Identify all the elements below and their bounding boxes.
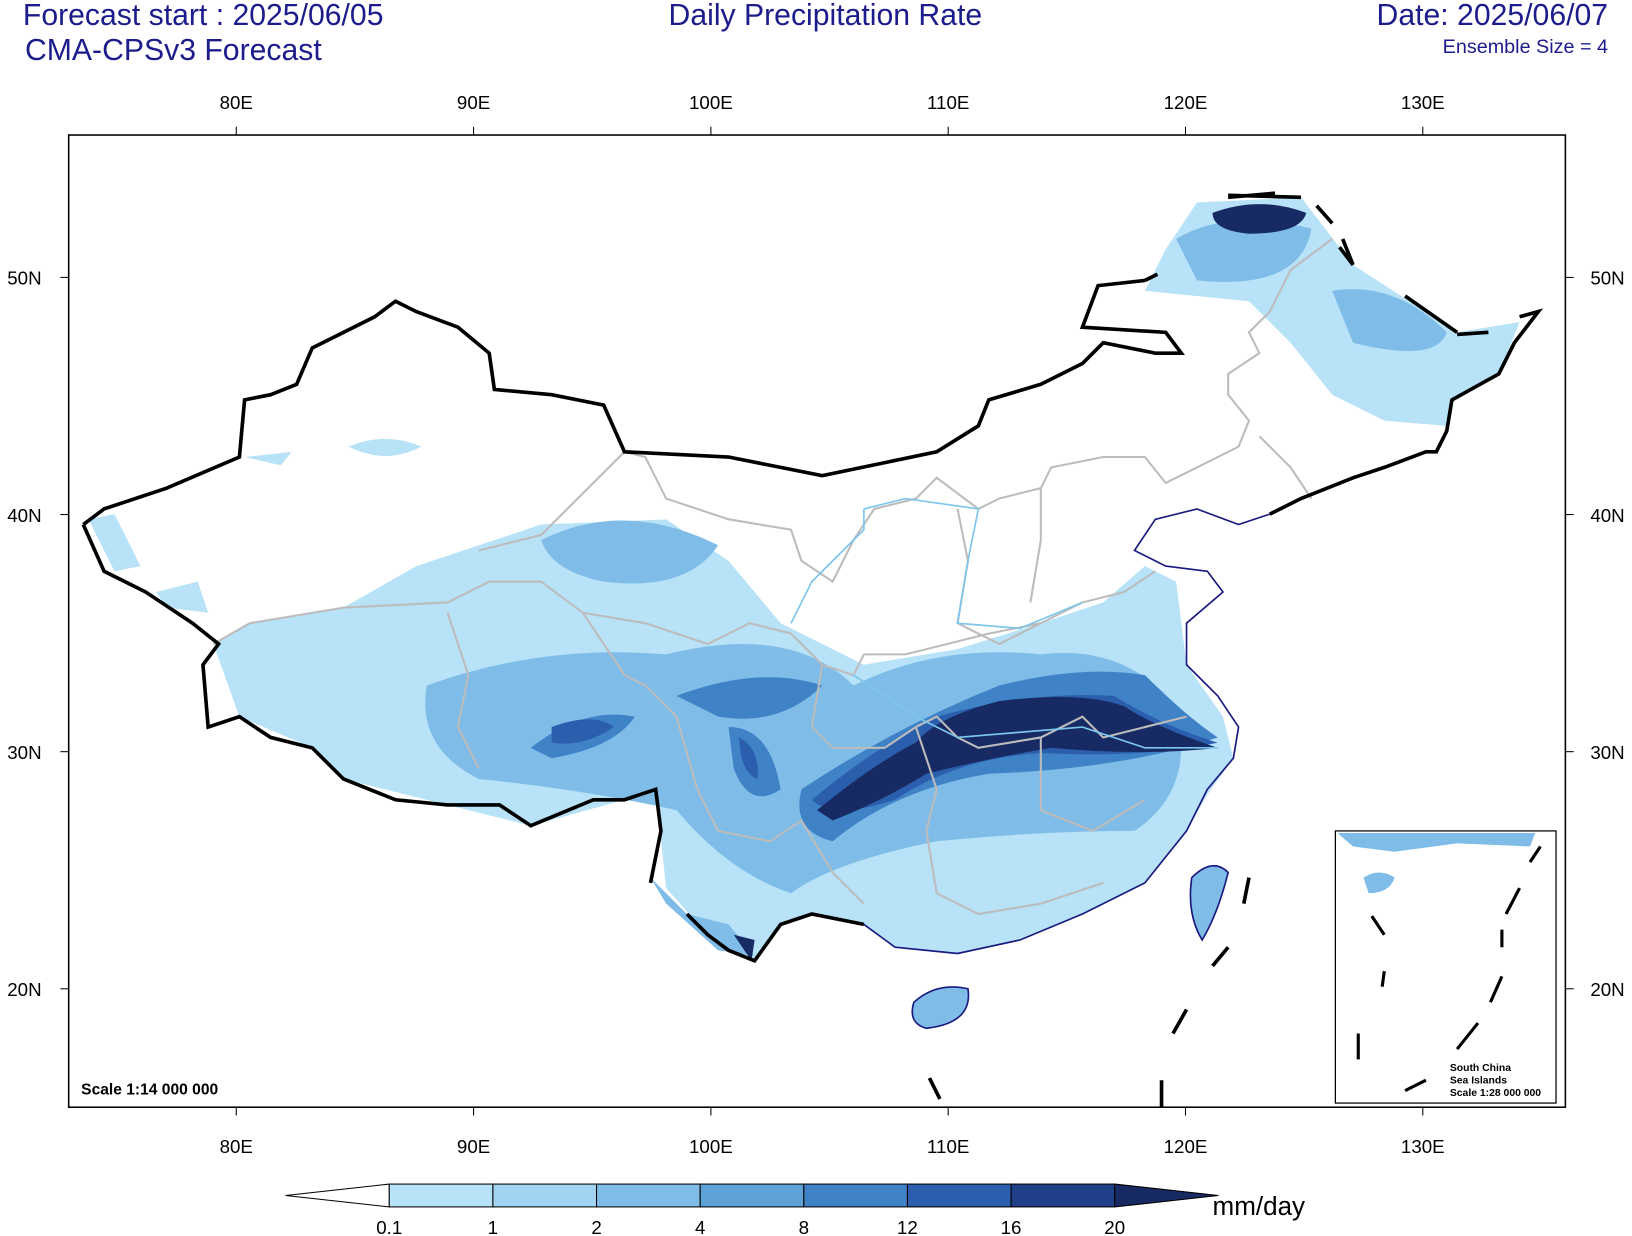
inset-dashes: [1356, 845, 1542, 1092]
precip-area: [733, 204, 1307, 961]
scale-label: Scale 1:14 000 000: [81, 1082, 218, 1099]
lon-label: 120E: [1164, 1136, 1208, 1157]
lon-label: 100E: [689, 1136, 733, 1157]
inset-label: South China: [1450, 1063, 1511, 1074]
lat-label: 40N: [1590, 505, 1624, 526]
border: [81, 193, 1544, 963]
ensemble-size: Ensemble Size = 4: [1443, 36, 1608, 58]
lat-label: 50N: [7, 268, 41, 289]
colorbar-box: [596, 1183, 701, 1208]
lat-label: 20N: [7, 979, 41, 1000]
colorbar-label: 20: [1104, 1217, 1125, 1236]
colorbar-box: [906, 1183, 1012, 1208]
colorbar-units: mm/day: [1213, 1191, 1306, 1221]
date: Date: 2025/06/07: [1377, 0, 1609, 32]
inset-label: Scale 1:28 000 000: [1450, 1088, 1541, 1099]
lon-label: 100E: [689, 92, 733, 113]
colorbar-over: [1114, 1183, 1219, 1208]
lon-label: 90E: [457, 92, 490, 113]
model-name: CMA-CPSv3 Forecast: [25, 34, 322, 67]
inset-frame: [1334, 830, 1557, 1104]
colorbar-box: [1010, 1183, 1116, 1208]
title: Daily Precipitation Rate: [669, 0, 983, 32]
precip-area: [541, 220, 1447, 584]
lon-label: 90E: [457, 1136, 490, 1157]
lat-label: 30N: [1590, 742, 1624, 763]
precip-area: [650, 877, 755, 956]
precip-area: [912, 865, 1229, 1029]
colorbar-label: 8: [799, 1217, 809, 1236]
lon-label: 80E: [220, 1136, 253, 1157]
lon-label: 110E: [927, 1136, 969, 1157]
colorbar-box: [388, 1183, 494, 1208]
dashed-border: [927, 191, 1355, 1108]
colorbar-label: 4: [695, 1217, 705, 1236]
colorbar-label: 16: [1001, 1217, 1022, 1236]
lat-label: 40N: [7, 505, 41, 526]
coastline: [863, 508, 1271, 1030]
colorbar-label: 12: [897, 1217, 918, 1236]
lat-label: 50N: [1590, 268, 1624, 289]
inset-label: Sea Islands: [1450, 1075, 1507, 1086]
precip-area: [1337, 833, 1536, 894]
axis-ticks: 80E 80E 90E 90E 100E 100E 110E 110E 120E 120E 130E…: [7, 92, 1624, 1157]
map: Scale 1:14 000 000 South China Sea Islan…: [67, 134, 1567, 1108]
inset: South China Sea Islands Scale 1:28 000 0…: [1334, 830, 1557, 1104]
lon-label: 130E: [1401, 1136, 1445, 1157]
lon-label: 110E: [927, 92, 969, 113]
forecast-start: Forecast start : 2025/06/05: [23, 0, 384, 32]
lon-label: 80E: [220, 92, 253, 113]
colorbar-label: 0.1: [376, 1217, 402, 1236]
colorbar-label: 1: [488, 1217, 498, 1236]
colorbar-box: [492, 1183, 598, 1208]
lon-label: 120E: [1164, 92, 1208, 113]
provinces: [212, 238, 1333, 916]
colorbar-under: [285, 1183, 390, 1208]
colorbar-box: [803, 1183, 908, 1208]
lon-label: 130E: [1401, 92, 1445, 113]
precipitation: [88, 197, 1520, 1029]
colorbar-label: 2: [591, 1217, 601, 1236]
lat-label: 20N: [1590, 979, 1624, 1000]
colorbar-box: [699, 1183, 805, 1208]
colorbar: 0.1 1 2 4 8 12 16 20: [285, 1183, 1219, 1236]
lat-label: 30N: [7, 742, 41, 763]
